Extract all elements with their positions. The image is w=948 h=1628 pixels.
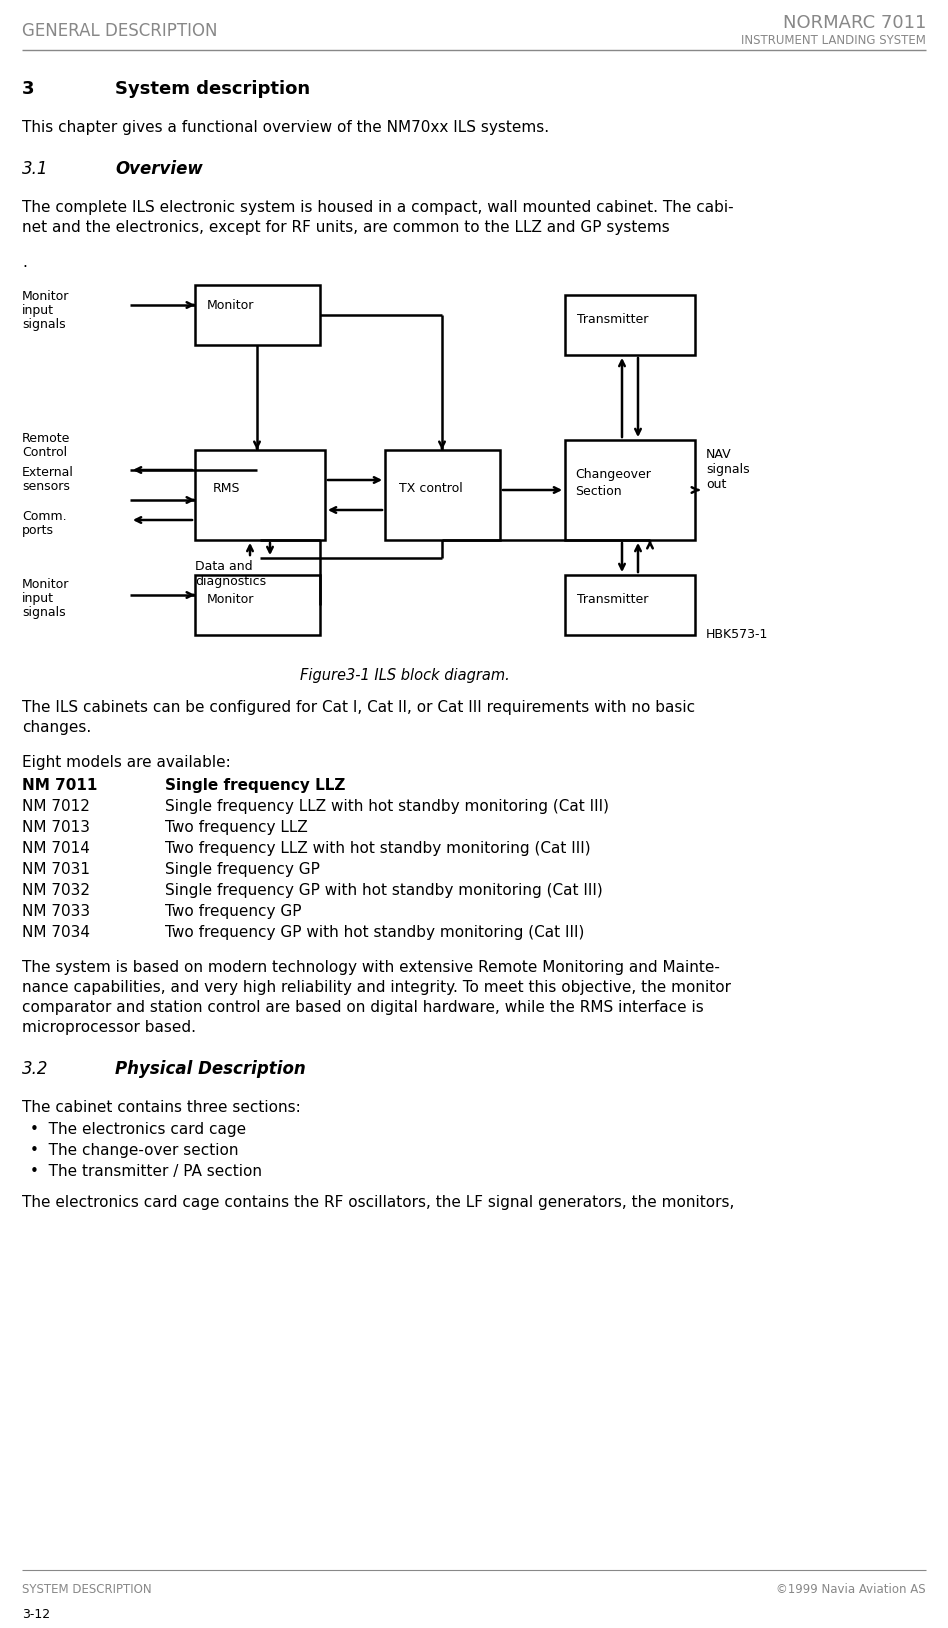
Text: Control: Control bbox=[22, 446, 67, 459]
Text: comparator and station control are based on digital hardware, while the RMS inte: comparator and station control are based… bbox=[22, 1000, 703, 1014]
Text: HBK573-1: HBK573-1 bbox=[706, 628, 769, 641]
Text: Eight models are available:: Eight models are available: bbox=[22, 755, 230, 770]
Text: This chapter gives a functional overview of the NM70xx ILS systems.: This chapter gives a functional overview… bbox=[22, 120, 549, 135]
Text: Changeover: Changeover bbox=[575, 467, 651, 480]
Text: The complete ILS electronic system is housed in a compact, wall mounted cabinet.: The complete ILS electronic system is ho… bbox=[22, 200, 734, 215]
Text: Section: Section bbox=[575, 485, 622, 498]
Bar bbox=[385, 449, 500, 540]
Bar bbox=[195, 449, 325, 540]
Text: .: . bbox=[22, 256, 27, 270]
Text: NM 7034: NM 7034 bbox=[22, 925, 90, 939]
Text: signals: signals bbox=[22, 606, 65, 619]
Text: •  The electronics card cage: • The electronics card cage bbox=[30, 1122, 246, 1136]
Text: NAV: NAV bbox=[706, 448, 732, 461]
Text: diagnostics: diagnostics bbox=[195, 575, 266, 588]
Text: Monitor: Monitor bbox=[22, 290, 69, 303]
Text: microprocessor based.: microprocessor based. bbox=[22, 1021, 196, 1035]
Text: changes.: changes. bbox=[22, 720, 91, 734]
Text: input: input bbox=[22, 304, 54, 317]
Text: Transmitter: Transmitter bbox=[577, 593, 648, 606]
Text: Monitor: Monitor bbox=[22, 578, 69, 591]
Text: NM 7033: NM 7033 bbox=[22, 904, 90, 918]
Text: Single frequency GP: Single frequency GP bbox=[165, 861, 319, 877]
Text: NORMARC 7011: NORMARC 7011 bbox=[783, 15, 926, 33]
Text: Comm.: Comm. bbox=[22, 510, 66, 523]
Text: Physical Description: Physical Description bbox=[115, 1060, 306, 1078]
Text: NM 7032: NM 7032 bbox=[22, 882, 90, 899]
Bar bbox=[195, 575, 320, 635]
Text: •  The change-over section: • The change-over section bbox=[30, 1143, 239, 1158]
Text: Remote: Remote bbox=[22, 431, 70, 444]
Text: System description: System description bbox=[115, 80, 310, 98]
Text: The electronics card cage contains the RF oscillators, the LF signal generators,: The electronics card cage contains the R… bbox=[22, 1195, 735, 1210]
Text: signals: signals bbox=[22, 317, 65, 330]
Text: Two frequency LLZ with hot standby monitoring (Cat III): Two frequency LLZ with hot standby monit… bbox=[165, 842, 591, 856]
Text: 3.1: 3.1 bbox=[22, 160, 48, 177]
Text: Overview: Overview bbox=[115, 160, 203, 177]
Text: INSTRUMENT LANDING SYSTEM: INSTRUMENT LANDING SYSTEM bbox=[741, 34, 926, 47]
Text: net and the electronics, except for RF units, are common to the LLZ and GP syste: net and the electronics, except for RF u… bbox=[22, 220, 669, 234]
Text: NM 7011: NM 7011 bbox=[22, 778, 98, 793]
Text: Data and: Data and bbox=[195, 560, 252, 573]
Text: Two frequency GP with hot standby monitoring (Cat III): Two frequency GP with hot standby monito… bbox=[165, 925, 584, 939]
Text: Single frequency GP with hot standby monitoring (Cat III): Single frequency GP with hot standby mon… bbox=[165, 882, 603, 899]
Bar bbox=[565, 440, 695, 540]
Text: NM 7031: NM 7031 bbox=[22, 861, 90, 877]
Text: NM 7012: NM 7012 bbox=[22, 799, 90, 814]
Text: sensors: sensors bbox=[22, 480, 70, 493]
Bar bbox=[565, 295, 695, 355]
Text: Two frequency LLZ: Two frequency LLZ bbox=[165, 821, 308, 835]
Text: 3: 3 bbox=[22, 80, 34, 98]
Text: ports: ports bbox=[22, 524, 54, 537]
Text: The cabinet contains three sections:: The cabinet contains three sections: bbox=[22, 1101, 301, 1115]
Text: The system is based on modern technology with extensive Remote Monitoring and Ma: The system is based on modern technology… bbox=[22, 961, 720, 975]
Text: NM 7014: NM 7014 bbox=[22, 842, 90, 856]
Text: NM 7013: NM 7013 bbox=[22, 821, 90, 835]
Text: Transmitter: Transmitter bbox=[577, 313, 648, 326]
Text: Single frequency LLZ with hot standby monitoring (Cat III): Single frequency LLZ with hot standby mo… bbox=[165, 799, 609, 814]
Text: Two frequency GP: Two frequency GP bbox=[165, 904, 301, 918]
Text: •  The transmitter / PA section: • The transmitter / PA section bbox=[30, 1164, 262, 1179]
Bar bbox=[195, 285, 320, 345]
Bar bbox=[565, 575, 695, 635]
Text: RMS: RMS bbox=[213, 482, 241, 495]
Text: Figure3-1 ILS block diagram.: Figure3-1 ILS block diagram. bbox=[300, 667, 510, 684]
Text: nance capabilities, and very high reliability and integrity. To meet this object: nance capabilities, and very high reliab… bbox=[22, 980, 731, 995]
Text: 3-12: 3-12 bbox=[22, 1608, 50, 1621]
Text: The ILS cabinets can be configured for Cat I, Cat II, or Cat III requirements wi: The ILS cabinets can be configured for C… bbox=[22, 700, 695, 715]
Text: signals: signals bbox=[706, 462, 750, 475]
Text: Single frequency LLZ: Single frequency LLZ bbox=[165, 778, 345, 793]
Text: 3.2: 3.2 bbox=[22, 1060, 48, 1078]
Text: External: External bbox=[22, 466, 74, 479]
Text: Monitor: Monitor bbox=[207, 300, 254, 313]
Text: Monitor: Monitor bbox=[207, 593, 254, 606]
Text: out: out bbox=[706, 479, 726, 492]
Text: SYSTEM DESCRIPTION: SYSTEM DESCRIPTION bbox=[22, 1582, 152, 1595]
Text: TX control: TX control bbox=[399, 482, 463, 495]
Text: input: input bbox=[22, 593, 54, 606]
Text: GENERAL DESCRIPTION: GENERAL DESCRIPTION bbox=[22, 23, 217, 41]
Text: ©1999 Navia Aviation AS: ©1999 Navia Aviation AS bbox=[776, 1582, 926, 1595]
